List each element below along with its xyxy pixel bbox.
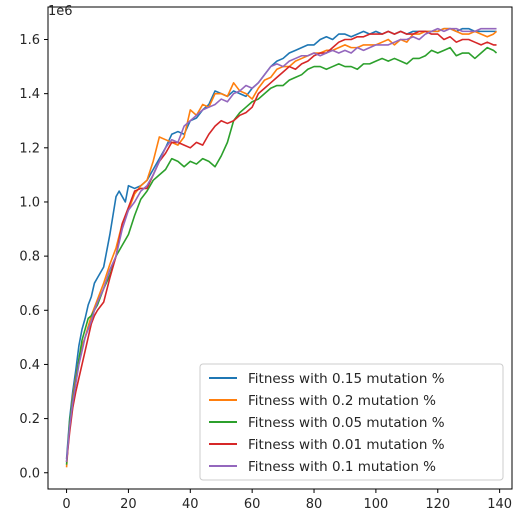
y-tick-label: 1.0 [19, 195, 40, 210]
y-tick-label: 0.8 [19, 250, 40, 265]
legend-box [199, 363, 504, 481]
series-line-1 [65, 27, 498, 468]
x-tick-label: 60 [244, 497, 261, 512]
legend-label: Fitness with 0.15 mutation % [248, 371, 445, 387]
y-tick-label: 0.2 [19, 412, 40, 427]
legend-label: Fitness with 0.01 mutation % [248, 437, 445, 453]
x-tick-label: 120 [425, 497, 450, 512]
x-tick-label: 20 [120, 497, 137, 512]
y-tick-label: 1.4 [19, 87, 40, 102]
y-tick-label: 0.0 [19, 466, 40, 481]
y-tick-label: 1.2 [19, 141, 40, 156]
legend-label: Fitness with 0.2 mutation % [248, 393, 436, 409]
y-tick-label: 1.6 [19, 33, 40, 48]
x-tick-label: 80 [306, 497, 323, 512]
legend: Fitness with 0.15 mutation % Fitness with… [199, 363, 504, 481]
series-line-4 [65, 27, 497, 462]
x-axis: 0 20 40 60 80 100 120 140 [62, 489, 512, 512]
series-line-3 [65, 30, 497, 463]
x-tick-label: 40 [182, 497, 199, 512]
legend-label: Fitness with 0.1 mutation % [248, 459, 436, 475]
y-axis: 0.0 0.2 0.4 0.6 0.8 1.0 1.2 1.4 1.6 [19, 33, 48, 481]
y-tick-label: 0.6 [19, 304, 40, 319]
y-offset-label: 1e6 [48, 4, 73, 19]
x-tick-label: 140 [487, 497, 512, 512]
x-tick-label: 100 [363, 497, 388, 512]
series-layer [65, 27, 498, 468]
plot-frame [47, 6, 513, 490]
x-tick-label: 0 [62, 497, 70, 512]
y-tick-label: 0.4 [19, 358, 40, 373]
legend-label: Fitness with 0.05 mutation % [248, 415, 445, 431]
